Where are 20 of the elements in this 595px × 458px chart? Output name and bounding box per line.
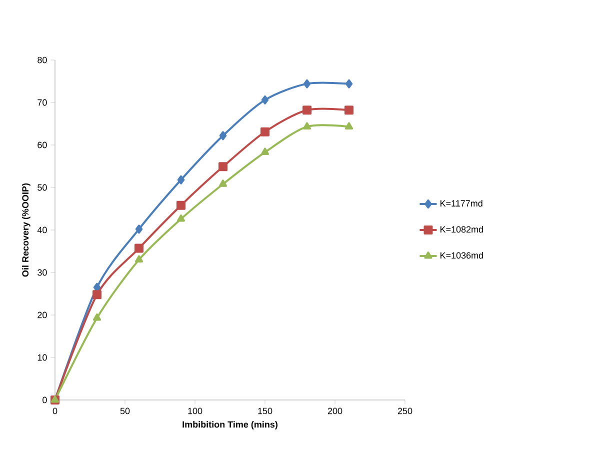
- legend-label: K=1177md: [440, 200, 482, 207]
- x-tick-label: 100: [188, 408, 202, 414]
- y-axis-title: Oil Recovery (%OOIP): [22, 183, 30, 277]
- x-axis-title: Imbibition Time (mins): [182, 421, 278, 430]
- x-tick-label: 50: [120, 408, 130, 414]
- y-tick-label: 60: [38, 142, 47, 148]
- y-tick-label: 0: [42, 396, 47, 404]
- y-tick-label: 30: [38, 269, 47, 276]
- x-tick-label: 150: [258, 408, 272, 414]
- y-tick-label: 40: [37, 226, 47, 234]
- y-tick-label: 10: [38, 354, 47, 361]
- y-tick-label: 20: [38, 312, 47, 318]
- y-tick-label: 80: [38, 56, 47, 64]
- legend-label: K=1036md: [440, 252, 483, 259]
- x-tick-label: 0: [52, 408, 58, 414]
- x-tick-label: 250: [398, 408, 412, 414]
- legend-label: K=1082md: [440, 226, 483, 233]
- y-tick-label: 70: [38, 99, 47, 106]
- y-tick-label: 50: [38, 184, 47, 191]
- x-tick-label: 200: [328, 408, 342, 414]
